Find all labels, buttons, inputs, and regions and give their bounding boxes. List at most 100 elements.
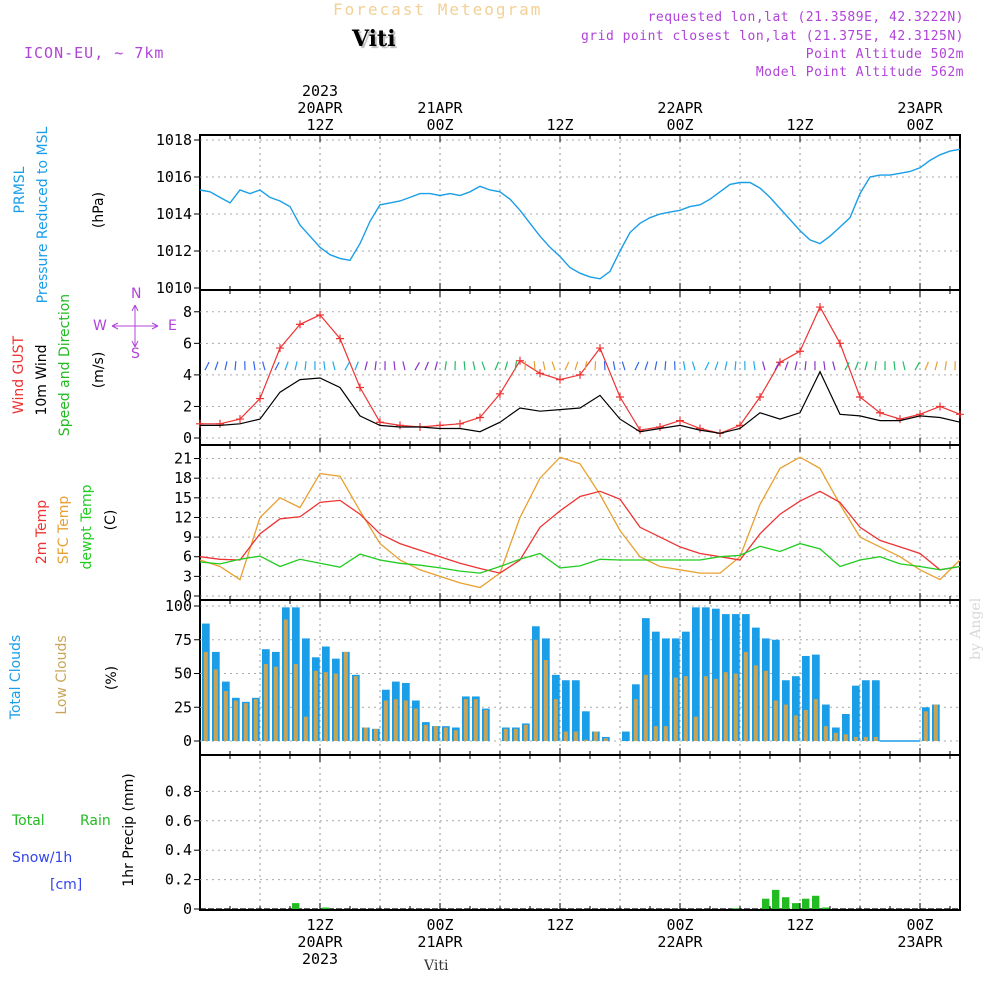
low-cloud-bar — [763, 670, 768, 741]
low-cloud-bar — [793, 715, 798, 741]
compass-north-label: N — [131, 286, 141, 302]
y-tick-label: 2 — [183, 397, 192, 415]
y-tick-label: 1018 — [156, 131, 192, 149]
wind-direction-arrow — [691, 361, 696, 371]
y-tick-label: 0 — [183, 732, 192, 750]
wind-label: 10m Wind — [34, 344, 50, 415]
total-cloud-bar — [622, 731, 630, 741]
wind-direction-arrow — [704, 361, 710, 371]
wind-direction-arrow — [724, 361, 728, 371]
y-tick-label: 1016 — [156, 168, 192, 186]
low-cloud-bar — [413, 708, 418, 741]
time-label-top: 12Z — [786, 116, 813, 134]
low-cloud-bar — [553, 699, 558, 741]
time-label-bottom: 2023 — [302, 950, 338, 968]
low-cloud-bar — [853, 736, 858, 741]
wind-direction-arrow — [323, 361, 326, 371]
cloud-unit-label: (%) — [104, 666, 120, 690]
panel-frame-precipitation — [199, 754, 961, 911]
y-tick-label: 25 — [174, 698, 192, 716]
gust-marker — [956, 410, 964, 419]
rain-bar — [822, 907, 830, 909]
wind-direction-arrow — [253, 361, 256, 371]
low-cloud-bar — [293, 664, 298, 741]
time-label-top: 21APR — [417, 99, 463, 117]
wind-direction-arrow — [914, 362, 920, 371]
y-tick-label: 0.8 — [165, 782, 192, 800]
wind-direction-arrow — [424, 361, 429, 371]
low-cloud-bar — [823, 726, 828, 741]
sfc-temp-line — [199, 456, 961, 589]
low-cloud-bar — [593, 731, 598, 741]
wind-direction-arrow — [804, 361, 807, 371]
low-cloud-bar — [813, 699, 818, 741]
compass-west-label: W — [93, 318, 107, 334]
wind-direction-arrow — [634, 361, 640, 371]
rain-bar — [792, 903, 800, 909]
low-cloud-bar — [223, 691, 228, 741]
rain-bar — [802, 898, 810, 909]
wind-direction-arrow — [924, 361, 929, 371]
time-label-top: 2023 — [302, 82, 338, 100]
low-cloud-bar — [263, 664, 268, 741]
low-cloud-bar — [243, 703, 248, 741]
y-tick-label: 9 — [183, 528, 192, 546]
low-cloud-bar — [423, 724, 428, 741]
gust-marker — [576, 370, 584, 379]
rain-bar — [772, 889, 780, 909]
wind-direction-arrow — [354, 361, 359, 371]
model-altitude: Model Point Altitude 562m — [755, 65, 964, 80]
rain-bar — [732, 908, 740, 909]
time-label-top: 12Z — [306, 116, 333, 134]
gust-marker — [816, 303, 824, 312]
precip-total-label: Total — [11, 813, 45, 829]
temp-2m-label: 2m Temp — [34, 500, 50, 564]
low-cloud-bar — [403, 700, 408, 741]
wind-direction-arrow — [874, 361, 877, 371]
temp-2m-line — [199, 490, 961, 574]
time-label-bottom: 20APR — [297, 933, 343, 951]
low-cloud-bar — [523, 724, 528, 741]
gust-marker — [536, 369, 544, 378]
wind-direction-arrow — [753, 361, 756, 371]
total-cloud-bar — [792, 676, 800, 741]
y-tick-label: 3 — [183, 567, 192, 585]
compass-rose-icon — [111, 304, 159, 348]
y-tick-label: 0 — [183, 587, 192, 605]
gust-marker — [396, 421, 404, 430]
low-cloud-bar — [713, 678, 718, 741]
wind-direction-arrow — [514, 361, 518, 371]
total-cloud-bar — [302, 638, 310, 741]
gust-marker — [276, 344, 284, 353]
wind-direction-arrow — [832, 361, 836, 371]
wind-direction-arrow — [564, 361, 570, 371]
low-cloud-bar — [563, 731, 568, 741]
pressure-unit-label: (hPa) — [91, 192, 107, 228]
compass-east-label: E — [168, 318, 177, 334]
low-cloud-bar — [323, 672, 328, 741]
low-cloud-bar — [453, 730, 458, 741]
gust-marker — [916, 410, 924, 419]
time-label-bottom: 12Z — [786, 916, 813, 934]
y-tick-label: 1010 — [156, 279, 192, 297]
low-cloud-bar — [873, 736, 878, 741]
gust-marker — [316, 310, 324, 319]
y-tick-label: 1014 — [156, 205, 192, 223]
wind-direction-arrow — [864, 361, 868, 371]
low-cloud-bar — [723, 672, 728, 741]
low-cloud-bar — [393, 699, 398, 741]
total-cloud-bar — [852, 685, 860, 741]
low-cloud-bar — [353, 676, 358, 741]
total-cloud-bar — [772, 639, 780, 741]
wind-direction-arrow — [364, 361, 368, 371]
low-cloud-bar — [923, 711, 928, 741]
figure-title: Forecast Meteogram — [333, 0, 543, 19]
low-cloud-bar — [843, 734, 848, 741]
wind-direction-arrow — [551, 361, 556, 371]
low-cloud-bar — [773, 700, 778, 741]
total-cloud-bar — [802, 655, 810, 741]
wind-direction-arrow — [621, 361, 626, 371]
total-cloud-bar — [662, 638, 670, 741]
gust-marker — [676, 416, 684, 425]
grid-point-location: grid point closest lon,lat (21.375E, 42.… — [580, 29, 964, 44]
